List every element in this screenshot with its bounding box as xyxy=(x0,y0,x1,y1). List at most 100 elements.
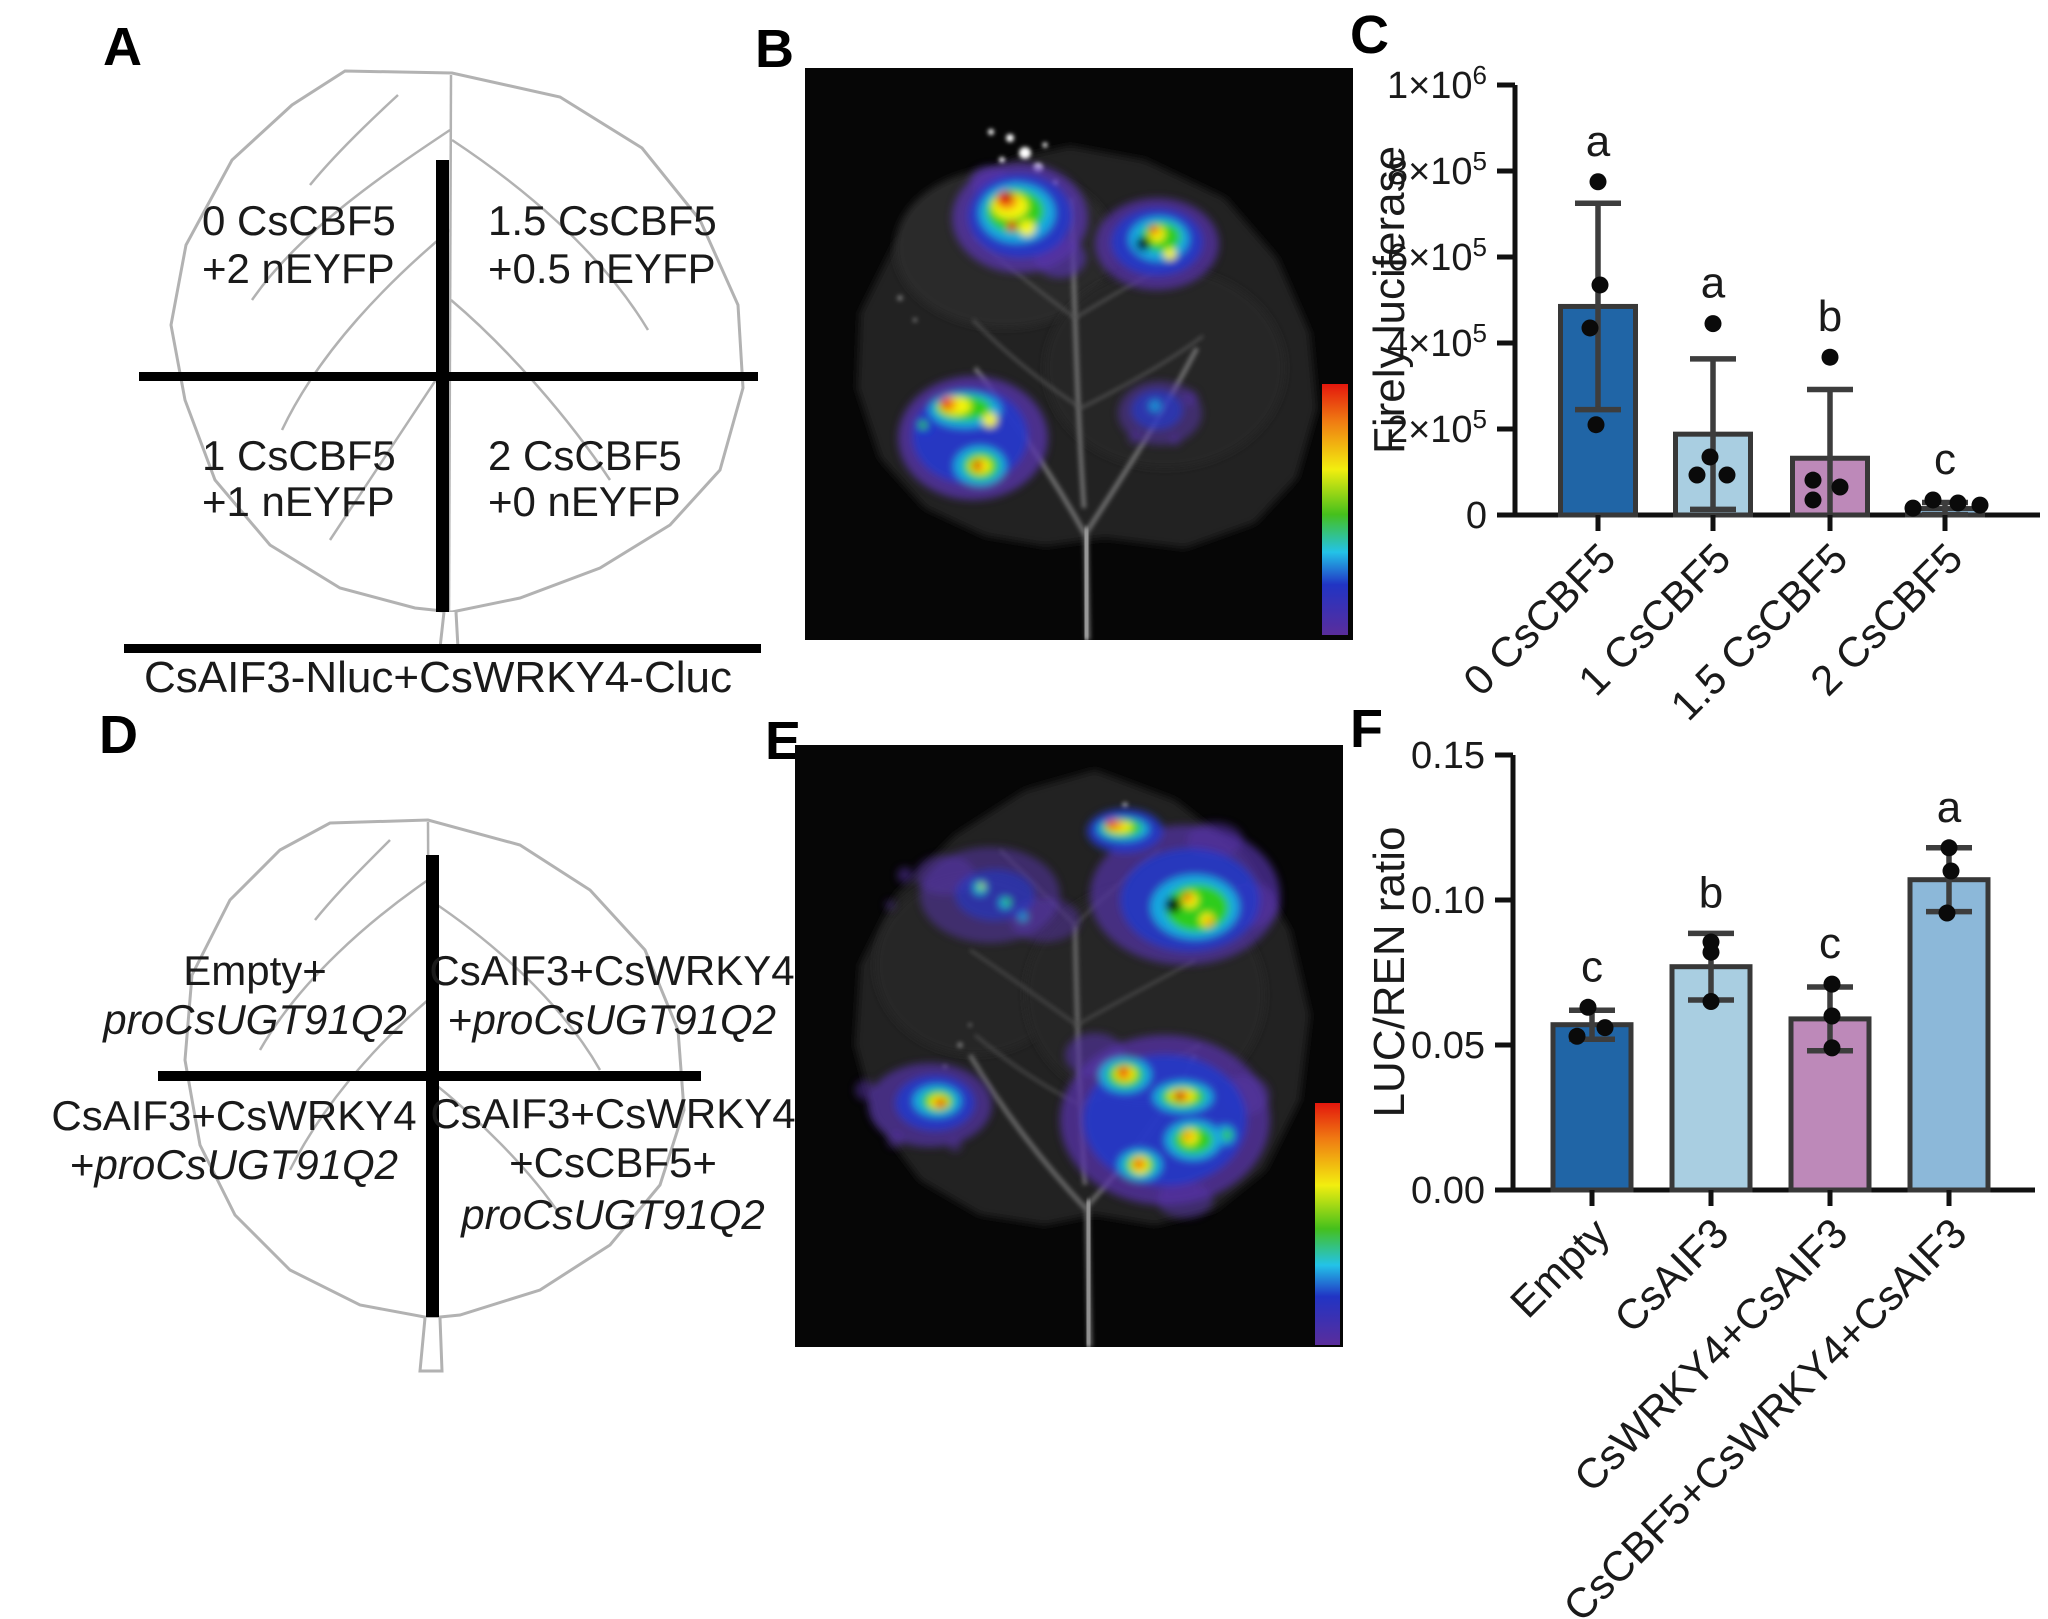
luminescence-photo-e xyxy=(795,745,1343,1347)
significance-letter: a xyxy=(1937,783,1962,832)
significance-letter: a xyxy=(1586,117,1611,166)
y-tick-label: 4×105 xyxy=(1387,318,1487,365)
quadrant-label: CsAIF3+CsWRKY4 xyxy=(51,1092,416,1139)
data-point xyxy=(1823,975,1841,993)
leaf-outline xyxy=(169,69,745,650)
data-point xyxy=(1596,1019,1614,1037)
y-tick-label: 2×105 xyxy=(1387,404,1487,451)
data-point xyxy=(1831,478,1849,496)
leaf-veins xyxy=(250,74,650,611)
chart-c: 0 2×105 4×105 6×105 8×105 1×106 Firely lucifer… xyxy=(1365,60,2040,729)
panel-label-d: D xyxy=(99,705,138,765)
data-point xyxy=(1589,173,1607,191)
quadrant-label: 0 CsCBF5 xyxy=(202,197,396,244)
data-point xyxy=(1591,276,1609,294)
spot-top-right xyxy=(1095,198,1219,290)
quadrant-labels-d: Empty+proCsUGT91Q2CsAIF3+CsWRKY4+proCsUG… xyxy=(51,947,795,1238)
y-tick-label: 8×105 xyxy=(1387,146,1487,193)
y-tick-label: 0.15 xyxy=(1411,735,1485,777)
petiole xyxy=(1080,1199,1097,1347)
data-point xyxy=(1581,319,1599,337)
quadrant-label: Empty+ xyxy=(183,947,327,994)
quadrant-label: +proCsUGT91Q2 xyxy=(448,996,776,1043)
petiole xyxy=(1078,527,1095,640)
leaf-diagram-a: 0 CsCBF5+2 nEYFP 1.5 CsCBF5+0.5 nEYFP 1 Cs… xyxy=(124,69,761,702)
quadrant-label: CsAIF3+CsWRKY4 xyxy=(430,1090,795,1137)
caption-underline xyxy=(124,644,761,653)
significance-letter: c xyxy=(1819,919,1841,968)
category-label: Empty xyxy=(1501,1209,1618,1326)
data-point xyxy=(1949,494,1967,512)
panel-label-b: B xyxy=(755,19,794,79)
bar xyxy=(1907,877,1991,1193)
panel-label-f: F xyxy=(1350,699,1383,759)
quadrant-divider-vertical xyxy=(436,160,449,612)
significance-letter: c xyxy=(1581,942,1603,991)
data-point xyxy=(1579,998,1597,1016)
quadrant-label: +2 nEYFP xyxy=(202,245,395,292)
data-point xyxy=(1942,862,1960,880)
data-point xyxy=(1971,496,1989,514)
significance-letter: b xyxy=(1699,868,1723,917)
significance-letter: b xyxy=(1818,292,1842,341)
y-axis-label: LUC/REN ratio xyxy=(1365,827,1414,1118)
panel-a-caption: CsAIF3-Nluc+CsWRKY4-Cluc xyxy=(144,653,732,702)
y-axis-label: Firely luciferase xyxy=(1365,146,1414,454)
quadrant-label: +proCsUGT91Q2 xyxy=(70,1141,398,1188)
quadrant-label: 1 CsCBF5 xyxy=(202,432,396,479)
y-tick-label: 6×105 xyxy=(1387,232,1487,279)
y-tick-label: 0.00 xyxy=(1411,1170,1485,1212)
luminescence-spots xyxy=(855,809,1280,1218)
spot-bottom-right xyxy=(1060,1033,1270,1218)
quadrant-label: 2 CsCBF5 xyxy=(488,432,682,479)
data-point xyxy=(1924,491,1942,509)
colorbar xyxy=(1315,1103,1340,1345)
data-point xyxy=(1804,491,1822,509)
data-point xyxy=(1718,466,1736,484)
data-point xyxy=(1821,348,1839,366)
panel-label-c: C xyxy=(1350,5,1389,65)
data-point xyxy=(1823,1007,1841,1025)
data-point xyxy=(1804,471,1822,489)
spot-top-right xyxy=(1087,809,1280,965)
significance-letter: c xyxy=(1934,435,1956,484)
data-point xyxy=(1702,943,1720,961)
panel-label-a: A xyxy=(103,17,142,77)
luminescence-photo-b xyxy=(805,68,1353,640)
data-point xyxy=(1702,993,1720,1010)
y-tick-label: 1×106 xyxy=(1387,60,1487,107)
quadrant-label: +0.5 nEYFP xyxy=(488,245,716,292)
spot-top-left xyxy=(952,163,1088,278)
data-point xyxy=(1688,466,1706,484)
data-point xyxy=(1940,839,1958,857)
data-point xyxy=(1701,448,1719,466)
significance-letter: a xyxy=(1701,259,1726,308)
data-point xyxy=(1938,904,1956,922)
colorbar xyxy=(1322,384,1348,635)
data-point xyxy=(1704,315,1722,333)
y-tick-label: 0.05 xyxy=(1411,1025,1485,1067)
data-point xyxy=(1823,1039,1841,1057)
spot-bottom-left xyxy=(855,1063,992,1152)
quadrant-labels-a: 0 CsCBF5+2 nEYFP 1.5 CsCBF5+0.5 nEYFP 1 Cs… xyxy=(202,197,717,525)
quadrant-label: 1.5 CsCBF5 xyxy=(488,197,717,244)
data-point xyxy=(1568,1027,1586,1045)
quadrant-label: proCsUGT91Q2 xyxy=(101,996,406,1043)
spot-top-left xyxy=(885,847,1080,943)
y-tick-label: 0.10 xyxy=(1411,880,1485,922)
quadrant-label: CsAIF3+CsWRKY4 xyxy=(429,947,794,994)
quadrant-label: +0 nEYFP xyxy=(488,478,681,525)
data-point xyxy=(1904,499,1922,517)
luminescence-spots xyxy=(898,163,1219,500)
quadrant-label: +1 nEYFP xyxy=(202,478,395,525)
spot-bottom-right xyxy=(1118,381,1202,446)
quadrant-label: proCsUGT91Q2 xyxy=(459,1191,764,1238)
quadrant-label: +CsCBF5+ xyxy=(509,1139,717,1186)
spot-bottom-left xyxy=(898,376,1048,500)
leaf-diagram-d: Empty+proCsUGT91Q2CsAIF3+CsWRKY4+proCsUG… xyxy=(51,818,796,1373)
quadrant-divider-vertical xyxy=(426,855,439,1317)
bar xyxy=(1550,1022,1634,1193)
y-tick-label: 0 xyxy=(1466,495,1487,537)
